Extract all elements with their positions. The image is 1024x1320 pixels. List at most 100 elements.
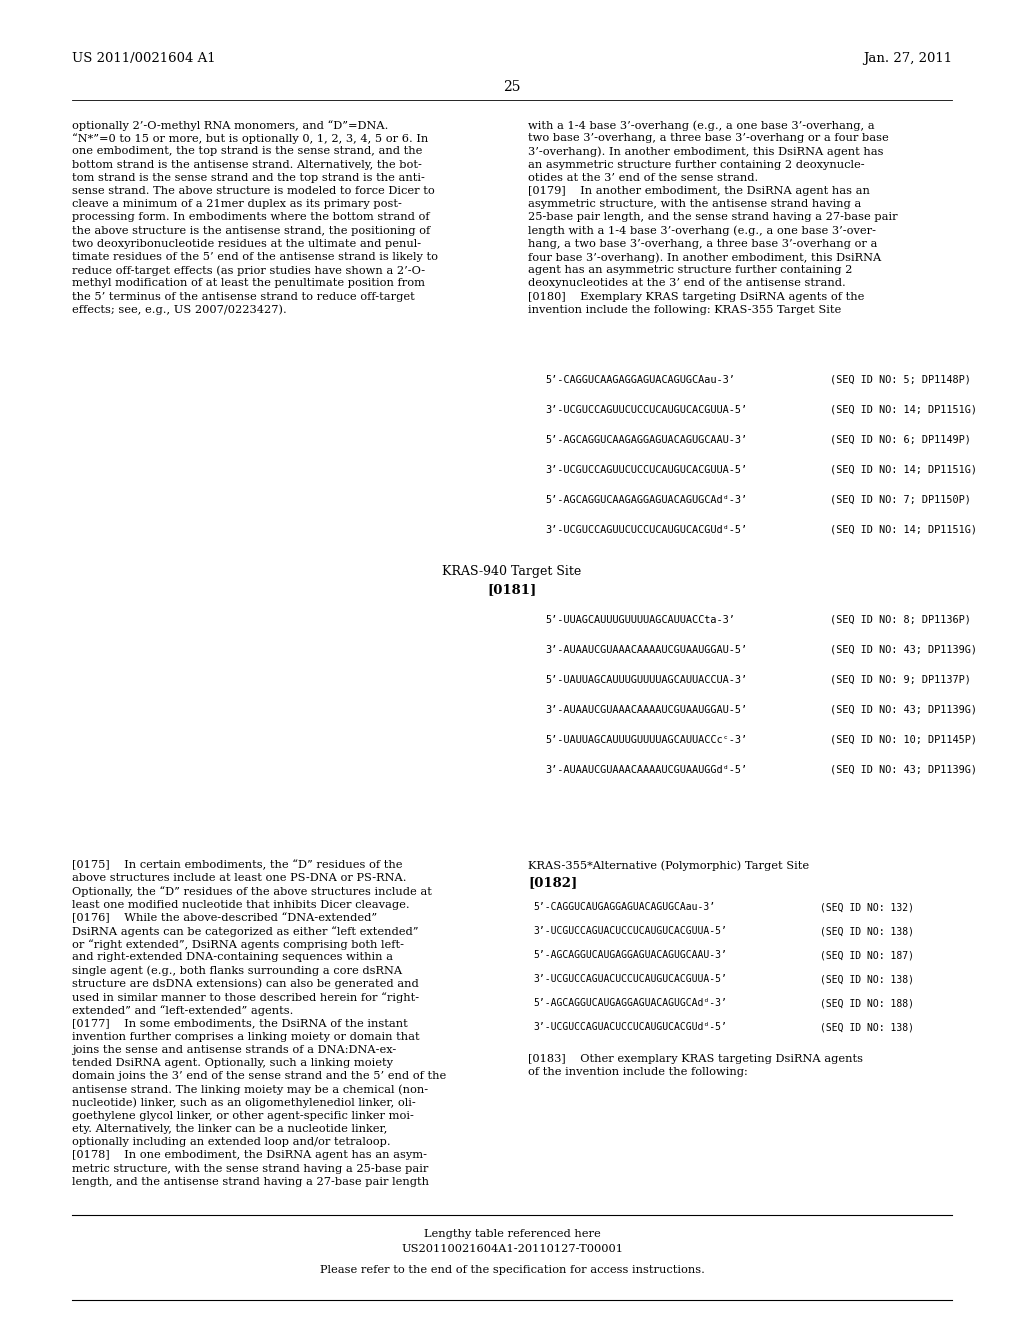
Text: (SEQ ID NO: 187): (SEQ ID NO: 187) (820, 950, 914, 960)
Text: US 2011/0021604 A1: US 2011/0021604 A1 (72, 51, 216, 65)
Text: two deoxyribonucleotide residues at the ultimate and penul-: two deoxyribonucleotide residues at the … (72, 239, 421, 248)
Text: DsiRNA agents can be categorized as either “left extended”: DsiRNA agents can be categorized as eith… (72, 927, 419, 937)
Text: (SEQ ID NO: 7; DP1150P): (SEQ ID NO: 7; DP1150P) (830, 495, 971, 506)
Text: the above structure is the antisense strand, the positioning of: the above structure is the antisense str… (72, 226, 430, 235)
Text: two base 3’-overhang, a three base 3’-overhang or a four base: two base 3’-overhang, a three base 3’-ov… (528, 133, 889, 143)
Text: of the invention include the following:: of the invention include the following: (528, 1067, 748, 1077)
Text: (SEQ ID NO: 14; DP1151G): (SEQ ID NO: 14; DP1151G) (830, 465, 977, 475)
Text: (SEQ ID NO: 5; DP1148P): (SEQ ID NO: 5; DP1148P) (830, 375, 971, 385)
Text: one embodiment, the top strand is the sense strand, and the: one embodiment, the top strand is the se… (72, 147, 422, 156)
Text: methyl modification of at least the penultimate position from: methyl modification of at least the penu… (72, 279, 425, 288)
Text: otides at the 3’ end of the sense strand.: otides at the 3’ end of the sense strand… (528, 173, 758, 182)
Text: structure are dsDNA extensions) can also be generated and: structure are dsDNA extensions) can also… (72, 979, 419, 990)
Text: KRAS-940 Target Site: KRAS-940 Target Site (442, 565, 582, 578)
Text: 5’-UAUUAGCAUUUGUUUUAGCAUUACCcᶜ-3’: 5’-UAUUAGCAUUUGUUUUAGCAUUACCcᶜ-3’ (545, 735, 748, 744)
Text: 5’-AGCAGGUCAUGAGGAGUACAGUGCAdᵈ-3’: 5’-AGCAGGUCAUGAGGAGUACAGUGCAdᵈ-3’ (534, 998, 727, 1008)
Text: 3’-UCGUCCAGUUCUCCUCAUGUCACGUUA-5’: 3’-UCGUCCAGUUCUCCUCAUGUCACGUUA-5’ (545, 405, 748, 414)
Text: cleave a minimum of a 21mer duplex as its primary post-: cleave a minimum of a 21mer duplex as it… (72, 199, 401, 209)
Text: 5’-UUAGCAUUUGUUUUAGCAUUACCta-3’: 5’-UUAGCAUUUGUUUUAGCAUUACCta-3’ (545, 615, 735, 624)
Text: four base 3’-overhang). In another embodiment, this DsiRNA: four base 3’-overhang). In another embod… (528, 252, 882, 263)
Text: optionally including an extended loop and/or tetraloop.: optionally including an extended loop an… (72, 1138, 390, 1147)
Text: 3’-AUAAUCGUAAACAAAAUCGUAAUGGdᵈ-5’: 3’-AUAAUCGUAAACAAAAUCGUAAUGGdᵈ-5’ (545, 766, 748, 775)
Text: 3’-overhang). In another embodiment, this DsiRNA agent has: 3’-overhang). In another embodiment, thi… (528, 147, 884, 157)
Text: with a 1-4 base 3’-overhang (e.g., a one base 3’-overhang, a: with a 1-4 base 3’-overhang (e.g., a one… (528, 120, 874, 131)
Text: 5’-UAUUAGCAUUUGUUUUAGCAUUACCUA-3’: 5’-UAUUAGCAUUUGUUUUAGCAUUACCUA-3’ (545, 675, 748, 685)
Text: 25: 25 (503, 81, 521, 94)
Text: (SEQ ID NO: 43; DP1139G): (SEQ ID NO: 43; DP1139G) (830, 705, 977, 715)
Text: 3’-UCGUCCAGUACUCCUCAUGUCACGUdᵈ-5’: 3’-UCGUCCAGUACUCCUCAUGUCACGUdᵈ-5’ (534, 1022, 727, 1032)
Text: US20110021604A1-20110127-T00001: US20110021604A1-20110127-T00001 (401, 1243, 623, 1254)
Text: 5’-AGCAGGUCAAGAGGAGUACAGUGCAAU-3’: 5’-AGCAGGUCAAGAGGAGUACAGUGCAAU-3’ (545, 436, 748, 445)
Text: agent has an asymmetric structure further containing 2: agent has an asymmetric structure furthe… (528, 265, 852, 275)
Text: an asymmetric structure further containing 2 deoxynucle-: an asymmetric structure further containi… (528, 160, 864, 169)
Text: (SEQ ID NO: 6; DP1149P): (SEQ ID NO: 6; DP1149P) (830, 436, 971, 445)
Text: and right-extended DNA-containing sequences within a: and right-extended DNA-containing sequen… (72, 953, 393, 962)
Text: (SEQ ID NO: 9; DP1137P): (SEQ ID NO: 9; DP1137P) (830, 675, 971, 685)
Text: (SEQ ID NO: 188): (SEQ ID NO: 188) (820, 998, 914, 1008)
Text: or “right extended”, DsiRNA agents comprising both left-: or “right extended”, DsiRNA agents compr… (72, 940, 404, 950)
Text: deoxynucleotides at the 3’ end of the antisense strand.: deoxynucleotides at the 3’ end of the an… (528, 279, 846, 288)
Text: 3’-UCGUCCAGUACUCCUCAUGUCACGUUA-5’: 3’-UCGUCCAGUACUCCUCAUGUCACGUUA-5’ (534, 974, 727, 983)
Text: above structures include at least one PS-DNA or PS-RNA.: above structures include at least one PS… (72, 874, 407, 883)
Text: (SEQ ID NO: 8; DP1136P): (SEQ ID NO: 8; DP1136P) (830, 615, 971, 624)
Text: (SEQ ID NO: 14; DP1151G): (SEQ ID NO: 14; DP1151G) (830, 405, 977, 414)
Text: 3’-UCGUCCAGUUCUCCUCAUGUCACGUdᵈ-5’: 3’-UCGUCCAGUUCUCCUCAUGUCACGUdᵈ-5’ (545, 525, 748, 535)
Text: bottom strand is the antisense strand. Alternatively, the bot-: bottom strand is the antisense strand. A… (72, 160, 422, 169)
Text: 3’-AUAAUCGUAAACAAAAUCGUAAUGGAU-5’: 3’-AUAAUCGUAAACAAAAUCGUAAUGGAU-5’ (545, 645, 748, 655)
Text: antisense strand. The linking moiety may be a chemical (non-: antisense strand. The linking moiety may… (72, 1085, 428, 1096)
Text: length, and the antisense strand having a 27-base pair length: length, and the antisense strand having … (72, 1177, 429, 1187)
Text: length with a 1-4 base 3’-overhang (e.g., a one base 3’-over-: length with a 1-4 base 3’-overhang (e.g.… (528, 226, 876, 236)
Text: (SEQ ID NO: 43; DP1139G): (SEQ ID NO: 43; DP1139G) (830, 645, 977, 655)
Text: (SEQ ID NO: 14; DP1151G): (SEQ ID NO: 14; DP1151G) (830, 525, 977, 535)
Text: domain joins the 3’ end of the sense strand and the 5’ end of the: domain joins the 3’ end of the sense str… (72, 1072, 446, 1081)
Text: Optionally, the “D” residues of the above structures include at: Optionally, the “D” residues of the abov… (72, 887, 432, 898)
Text: Jan. 27, 2011: Jan. 27, 2011 (863, 51, 952, 65)
Text: (SEQ ID NO: 138): (SEQ ID NO: 138) (820, 1022, 914, 1032)
Text: KRAS-355*Alternative (Polymorphic) Target Site: KRAS-355*Alternative (Polymorphic) Targe… (528, 861, 809, 871)
Text: (SEQ ID NO: 10; DP1145P): (SEQ ID NO: 10; DP1145P) (830, 735, 977, 744)
Text: [0181]: [0181] (487, 583, 537, 597)
Text: timate residues of the 5’ end of the antisense strand is likely to: timate residues of the 5’ end of the ant… (72, 252, 438, 261)
Text: [0180]    Exemplary KRAS targeting DsiRNA agents of the: [0180] Exemplary KRAS targeting DsiRNA a… (528, 292, 864, 301)
Text: [0178]    In one embodiment, the DsiRNA agent has an asym-: [0178] In one embodiment, the DsiRNA age… (72, 1151, 427, 1160)
Text: 3’-UCGUCCAGUUCUCCUCAUGUCACGUUA-5’: 3’-UCGUCCAGUUCUCCUCAUGUCACGUUA-5’ (545, 465, 748, 475)
Text: least one modified nucleotide that inhibits Dicer cleavage.: least one modified nucleotide that inhib… (72, 900, 410, 909)
Text: 5’-CAGGUCAAGAGGAGUACAGUGCAau-3’: 5’-CAGGUCAAGAGGAGUACAGUGCAau-3’ (545, 375, 735, 385)
Text: invention include the following: KRAS-355 Target Site: invention include the following: KRAS-35… (528, 305, 842, 314)
Text: nucleotide) linker, such as an oligomethylenediol linker, oli-: nucleotide) linker, such as an oligometh… (72, 1098, 416, 1109)
Text: tended DsiRNA agent. Optionally, such a linking moiety: tended DsiRNA agent. Optionally, such a … (72, 1059, 393, 1068)
Text: (SEQ ID NO: 138): (SEQ ID NO: 138) (820, 927, 914, 936)
Text: hang, a two base 3’-overhang, a three base 3’-overhang or a: hang, a two base 3’-overhang, a three ba… (528, 239, 878, 248)
Text: 5’-CAGGUCAUGAGGAGUACAGUGCAau-3’: 5’-CAGGUCAUGAGGAGUACAGUGCAau-3’ (534, 902, 715, 912)
Text: sense strand. The above structure is modeled to force Dicer to: sense strand. The above structure is mod… (72, 186, 435, 195)
Text: (SEQ ID NO: 43; DP1139G): (SEQ ID NO: 43; DP1139G) (830, 766, 977, 775)
Text: 5’-AGCAGGUCAUGAGGAGUACAGUGCAAU-3’: 5’-AGCAGGUCAUGAGGAGUACAGUGCAAU-3’ (534, 950, 727, 960)
Text: ety. Alternatively, the linker can be a nucleotide linker,: ety. Alternatively, the linker can be a … (72, 1125, 387, 1134)
Text: extended” and “left-extended” agents.: extended” and “left-extended” agents. (72, 1006, 293, 1016)
Text: 25-base pair length, and the sense strand having a 27-base pair: 25-base pair length, and the sense stran… (528, 213, 898, 222)
Text: [0175]    In certain embodiments, the “D” residues of the: [0175] In certain embodiments, the “D” r… (72, 861, 402, 871)
Text: asymmetric structure, with the antisense strand having a: asymmetric structure, with the antisense… (528, 199, 861, 209)
Text: metric structure, with the sense strand having a 25-base pair: metric structure, with the sense strand … (72, 1164, 428, 1173)
Text: (SEQ ID NO: 138): (SEQ ID NO: 138) (820, 974, 914, 983)
Text: used in similar manner to those described herein for “right-: used in similar manner to those describe… (72, 993, 419, 1003)
Text: [0183]    Other exemplary KRAS targeting DsiRNA agents: [0183] Other exemplary KRAS targeting Ds… (528, 1053, 863, 1064)
Text: “N*”=0 to 15 or more, but is optionally 0, 1, 2, 3, 4, 5 or 6. In: “N*”=0 to 15 or more, but is optionally … (72, 133, 428, 144)
Text: Lengthy table referenced here: Lengthy table referenced here (424, 1229, 600, 1239)
Text: reduce off-target effects (as prior studies have shown a 2’-O-: reduce off-target effects (as prior stud… (72, 265, 425, 276)
Text: joins the sense and antisense strands of a DNA:DNA-ex-: joins the sense and antisense strands of… (72, 1045, 396, 1055)
Text: processing form. In embodiments where the bottom strand of: processing form. In embodiments where th… (72, 213, 430, 222)
Text: [0177]    In some embodiments, the DsiRNA of the instant: [0177] In some embodiments, the DsiRNA o… (72, 1019, 408, 1028)
Text: goethylene glycol linker, or other agent-specific linker moi-: goethylene glycol linker, or other agent… (72, 1111, 414, 1121)
Text: optionally 2’-O-methyl RNA monomers, and “D”=DNA.: optionally 2’-O-methyl RNA monomers, and… (72, 120, 388, 131)
Text: 5’-AGCAGGUCAAGAGGAGUACAGUGCAdᵈ-3’: 5’-AGCAGGUCAAGAGGAGUACAGUGCAdᵈ-3’ (545, 495, 748, 506)
Text: 3’-AUAAUCGUAAACAAAAUCGUAAUGGAU-5’: 3’-AUAAUCGUAAACAAAAUCGUAAUGGAU-5’ (545, 705, 748, 715)
Text: the 5’ terminus of the antisense strand to reduce off-target: the 5’ terminus of the antisense strand … (72, 292, 415, 301)
Text: effects; see, e.g., US 2007/0223427).: effects; see, e.g., US 2007/0223427). (72, 305, 287, 315)
Text: (SEQ ID NO: 132): (SEQ ID NO: 132) (820, 902, 914, 912)
Text: invention further comprises a linking moiety or domain that: invention further comprises a linking mo… (72, 1032, 420, 1041)
Text: [0176]    While the above-described “DNA-extended”: [0176] While the above-described “DNA-ex… (72, 913, 377, 924)
Text: Please refer to the end of the specification for access instructions.: Please refer to the end of the specifica… (319, 1265, 705, 1275)
Text: single agent (e.g., both flanks surrounding a core dsRNA: single agent (e.g., both flanks surround… (72, 966, 402, 977)
Text: 3’-UCGUCCAGUACUCCUCAUGUCACGUUA-5’: 3’-UCGUCCAGUACUCCUCAUGUCACGUUA-5’ (534, 927, 727, 936)
